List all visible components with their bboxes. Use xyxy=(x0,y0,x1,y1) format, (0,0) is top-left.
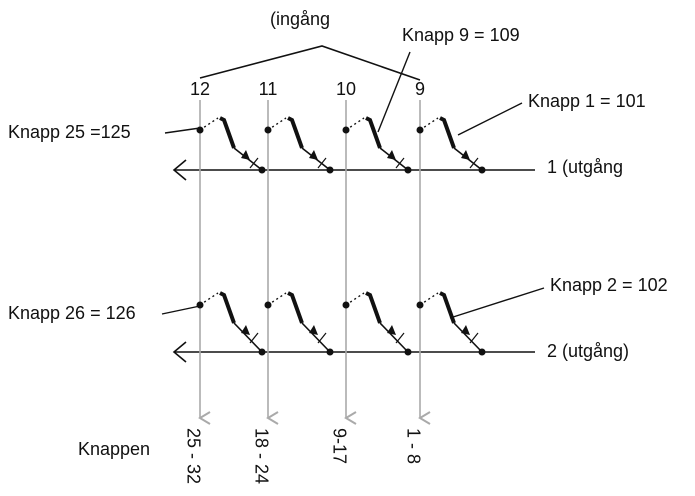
column-label: 9 xyxy=(415,79,425,99)
column-label: 12 xyxy=(190,79,210,99)
callout: Knapp 25 =125 xyxy=(8,122,131,142)
callout: Knapp 26 = 126 xyxy=(8,303,136,323)
switch-blade xyxy=(219,116,236,149)
switch-dotted xyxy=(199,117,219,131)
arrow-head xyxy=(309,325,318,335)
column-label: 10 xyxy=(336,79,356,99)
switch-arrow xyxy=(379,322,409,353)
switch-blade xyxy=(287,291,304,324)
arrow-head xyxy=(241,325,250,335)
switch-arrow xyxy=(233,322,263,353)
tick-mark xyxy=(469,157,479,169)
tick-mark xyxy=(469,332,479,344)
switch-dotted xyxy=(345,117,365,131)
switch-arrow xyxy=(453,322,483,353)
switch-blade xyxy=(287,116,304,149)
leaders xyxy=(161,51,545,319)
switch-blade xyxy=(219,291,236,324)
node xyxy=(478,348,486,356)
tick-mark xyxy=(395,332,405,344)
switch-blade xyxy=(439,116,456,149)
node xyxy=(478,166,486,174)
range-label: 25 - 32 xyxy=(183,428,203,484)
tick-mark xyxy=(317,157,327,169)
switch-dotted xyxy=(419,117,439,131)
range-label: 9-17 xyxy=(329,428,349,464)
tick-mark xyxy=(317,332,327,344)
node xyxy=(326,348,334,356)
arrow-head xyxy=(309,150,318,160)
arrow-head xyxy=(241,150,250,160)
switch-blade xyxy=(365,116,382,149)
arrow-head xyxy=(461,325,470,335)
node xyxy=(404,348,412,356)
node xyxy=(404,166,412,174)
range-label: 1 - 8 xyxy=(403,428,423,464)
switch-blade xyxy=(365,291,382,324)
tick-mark xyxy=(249,157,259,169)
switch-blade xyxy=(439,291,456,324)
switch-dotted xyxy=(345,292,365,306)
column-label: 11 xyxy=(259,79,278,99)
node xyxy=(326,166,334,174)
callout: Knapp 9 = 109 xyxy=(402,25,520,45)
switch-arrow xyxy=(301,322,331,353)
output-label: 2 (utgång) xyxy=(547,341,629,361)
range-label: 18 - 24 xyxy=(251,428,271,484)
switch-dotted xyxy=(267,117,287,131)
switch-dotted xyxy=(267,292,287,306)
tick-mark xyxy=(249,332,259,344)
switch-dotted xyxy=(419,292,439,306)
footer-label: Knappen xyxy=(78,439,150,459)
output-lines xyxy=(172,159,535,363)
columns: 12 25 - 32 11 18 - 24 10 9-17 9 1 - 8 xyxy=(183,79,486,484)
callout: Knapp 1 = 101 xyxy=(528,91,646,111)
callout: Knapp 2 = 102 xyxy=(550,275,668,295)
node xyxy=(258,166,266,174)
input-label: (ingång xyxy=(270,9,330,29)
arrow-head xyxy=(387,150,396,160)
tick-mark xyxy=(395,157,405,169)
bracket xyxy=(199,45,421,81)
output-label: 1 (utgång xyxy=(547,157,623,177)
node xyxy=(258,348,266,356)
arrow-head xyxy=(387,325,396,335)
arrow-head xyxy=(461,150,470,160)
switch-dotted xyxy=(199,292,219,306)
